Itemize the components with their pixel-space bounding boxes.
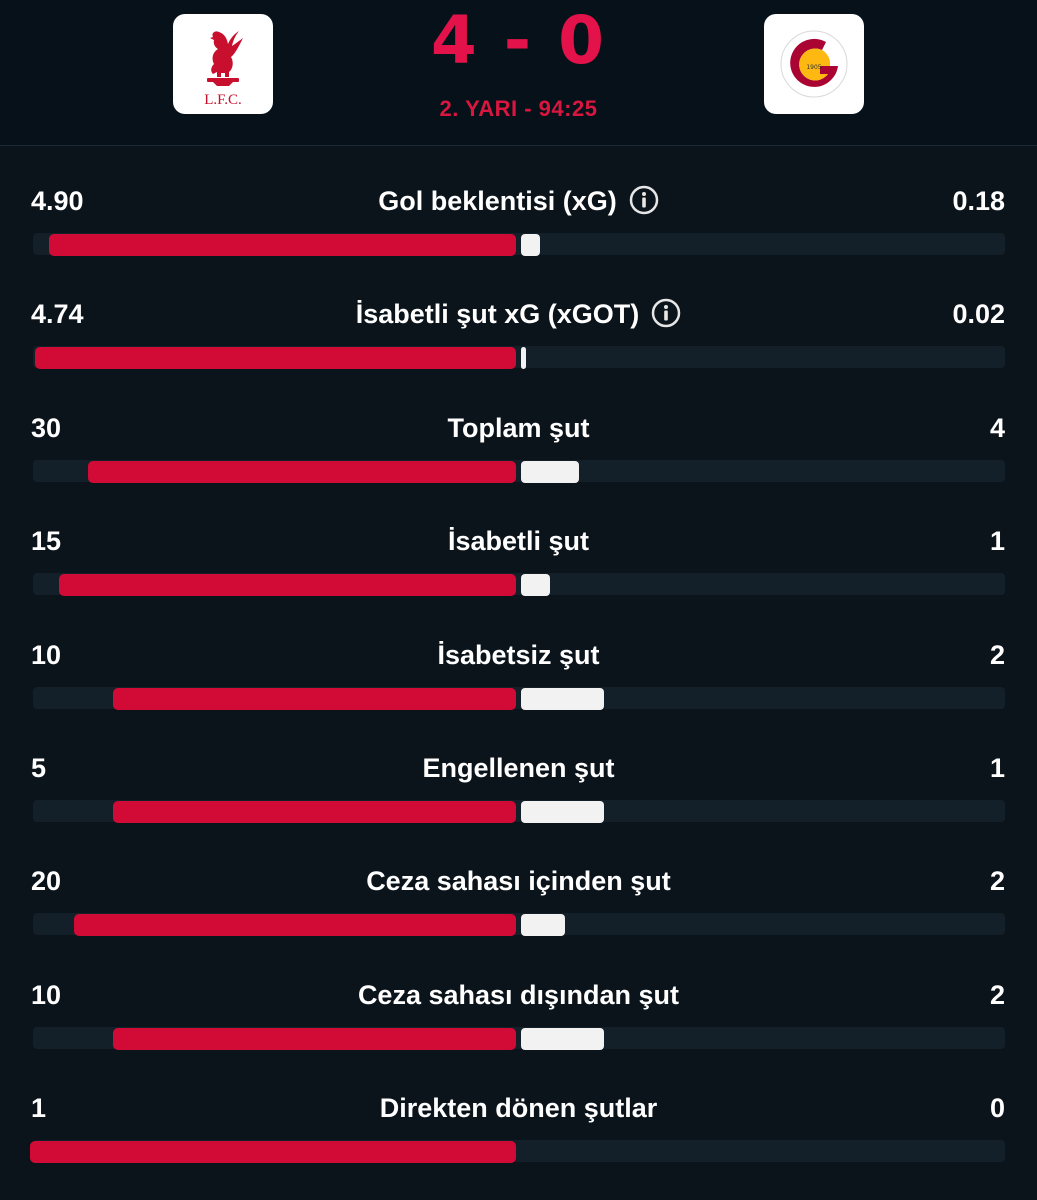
- away-stat-bar: [521, 914, 565, 937]
- stat-label-text: İsabetsiz şut: [437, 639, 600, 670]
- match-period-clock: 2. YARI - 94:25: [439, 96, 598, 121]
- away-stat-bar: [521, 234, 540, 256]
- away-stat-bar: [521, 687, 604, 710]
- home-stat-value: 4.90: [31, 186, 84, 216]
- home-stat-value: 30: [31, 412, 62, 443]
- stat-label-text: İsabetli şut: [447, 526, 590, 557]
- stat-row: 10 İsabetsiz şut 2: [0, 600, 1037, 713]
- away-stat-value: 0.18: [952, 186, 1005, 216]
- stat-label: Direkten dönen şutlar: [0, 1091, 1037, 1125]
- home-stat-bar: [49, 234, 516, 256]
- home-stat-value: 20: [31, 866, 62, 897]
- home-stat-bar: [113, 1027, 516, 1050]
- stat-label: Ceza sahası içinden şut: [0, 864, 1037, 898]
- home-stat-value: 1: [31, 1093, 47, 1124]
- stat-row: 15 İsabetli şut 1: [0, 486, 1037, 599]
- home-stat-value: 4.74: [31, 299, 84, 330]
- stat-label: Toplam şut: [0, 411, 1037, 445]
- match-score: 4 - 0: [430, 2, 607, 79]
- stat-label: İsabetli şut xG (xGOT): [0, 297, 1037, 331]
- info-icon[interactable]: [651, 298, 681, 328]
- home-stat-bar: [113, 687, 516, 710]
- stat-label: Ceza sahası dışından şut: [0, 978, 1037, 1012]
- away-stat-value: 0: [989, 1093, 1005, 1124]
- stat-row: 20 Ceza sahası içinden şut 2: [0, 826, 1037, 939]
- away-team-logo[interactable]: 1905: [764, 14, 864, 114]
- away-stat-bar: [521, 800, 604, 823]
- home-stat-value: 5: [31, 752, 47, 783]
- info-icon[interactable]: [629, 185, 659, 215]
- home-stat-value: 10: [31, 979, 62, 1010]
- away-stat-bar: [521, 1027, 604, 1050]
- stat-label: Gol beklentisi (xG): [0, 184, 1037, 218]
- home-stat-value: 15: [31, 526, 62, 557]
- stat-label: Engellenen şut: [0, 751, 1037, 785]
- liverbird-crest-icon: L.F.C.: [204, 31, 243, 108]
- home-stat-bar: [113, 800, 516, 823]
- stat-row: 30 Toplam şut 4: [0, 373, 1037, 486]
- away-stat-bar: [521, 347, 526, 370]
- stat-label: İsabetli şut: [0, 524, 1037, 558]
- away-stat-value: 2: [989, 979, 1005, 1010]
- stat-label-text: Toplam şut: [447, 412, 590, 443]
- stat-row: 4.90 Gol beklentisi (xG) 0.18: [0, 146, 1037, 259]
- stat-row: 4.74 İsabetli şut xG (xGOT) 0.02: [0, 259, 1037, 372]
- stats-list: 4.90 Gol beklentisi (xG) 0.18 4.74 İsabetli …: [0, 146, 1037, 1167]
- home-stat-value: 10: [31, 639, 62, 670]
- stat-row: 1 Direkten dönen şutlar 0: [0, 1053, 1037, 1166]
- away-stat-value: 1: [989, 526, 1005, 557]
- home-stat-bar: [88, 460, 516, 483]
- away-stat-bar: [521, 460, 579, 483]
- stat-label-text: Gol beklentisi (xG): [378, 186, 617, 216]
- stat-label-text: Engellenen şut: [422, 752, 615, 783]
- home-stat-bar: [35, 347, 516, 370]
- away-stat-bar: [521, 574, 550, 597]
- stat-label: İsabetsiz şut: [0, 638, 1037, 672]
- away-stat-value: 2: [989, 866, 1005, 897]
- home-stat-bar: [30, 1141, 516, 1164]
- home-stat-bar: [59, 574, 516, 597]
- stat-row: 5 Engellenen şut 1: [0, 713, 1037, 826]
- stat-label-text: Ceza sahası dışından şut: [357, 979, 680, 1010]
- away-stat-value: 0.02: [952, 299, 1005, 330]
- galatasaray-crest-icon: 1905: [780, 30, 848, 98]
- away-stat-value: 4: [989, 412, 1005, 443]
- away-stat-value: 1: [989, 752, 1005, 783]
- away-stat-value: 2: [989, 639, 1005, 670]
- stat-row: 10 Ceza sahası dışından şut 2: [0, 940, 1037, 1053]
- home-team-logo[interactable]: L.F.C.: [173, 14, 273, 114]
- stat-label-text: Direkten dönen şutlar: [379, 1093, 658, 1124]
- home-stat-bar: [74, 914, 516, 937]
- stat-label-text: Ceza sahası içinden şut: [366, 866, 671, 897]
- match-header: L.F.C. 4 - 0 2. YARI - 94:25 1905: [0, 0, 1037, 146]
- svg-text:1905: 1905: [806, 64, 821, 71]
- stat-label-text: İsabetli şut xG (xGOT): [355, 299, 640, 330]
- svg-text:L.F.C.: L.F.C.: [204, 92, 242, 108]
